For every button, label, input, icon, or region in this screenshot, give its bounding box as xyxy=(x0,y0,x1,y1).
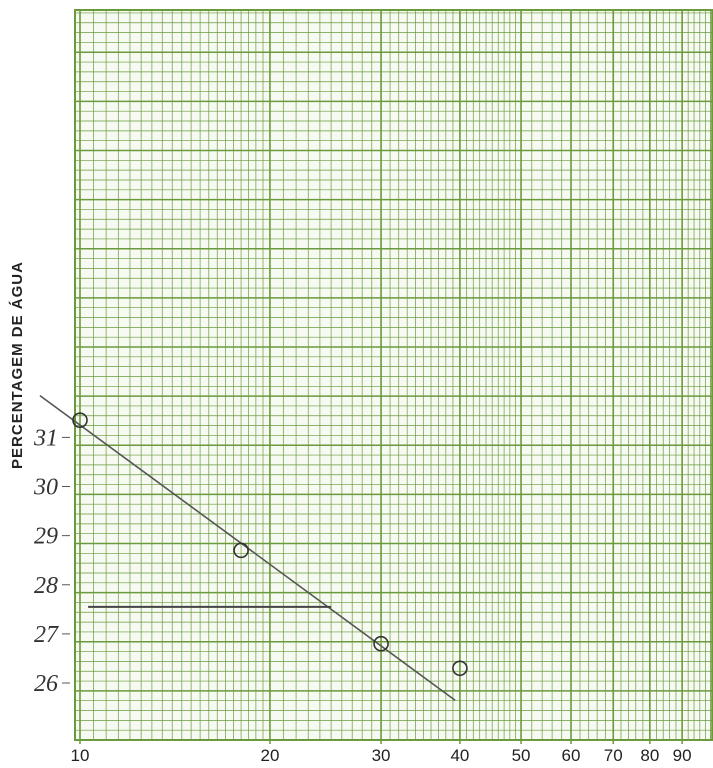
x-tick-label: 60 xyxy=(562,746,581,765)
paper xyxy=(75,10,713,740)
y-tick-label: 30 xyxy=(33,475,58,501)
x-tick-label: 70 xyxy=(604,746,623,765)
y-tick-label: 26 xyxy=(34,671,58,697)
x-tick-label: 30 xyxy=(372,746,391,765)
y-axis-label: PERCENTAGEM DE ÁGUA xyxy=(9,261,26,469)
y-tick-label: 31 xyxy=(33,425,58,451)
x-tick-label: 20 xyxy=(260,746,279,765)
x-tick-label: 80 xyxy=(640,746,659,765)
x-tick-label: 40 xyxy=(450,746,469,765)
x-tick-label: 10 xyxy=(71,746,90,765)
x-tick-label: 90 xyxy=(673,746,692,765)
y-tick-label: 27 xyxy=(34,622,59,648)
chart: PERCENTAGEM DE ÁGUA 10 20 30 40 50 60 70 80 90 26… xyxy=(0,0,713,768)
x-tick-label: 50 xyxy=(512,746,531,765)
y-tick-label: 29 xyxy=(34,524,58,550)
y-tick-label: 28 xyxy=(34,573,58,599)
